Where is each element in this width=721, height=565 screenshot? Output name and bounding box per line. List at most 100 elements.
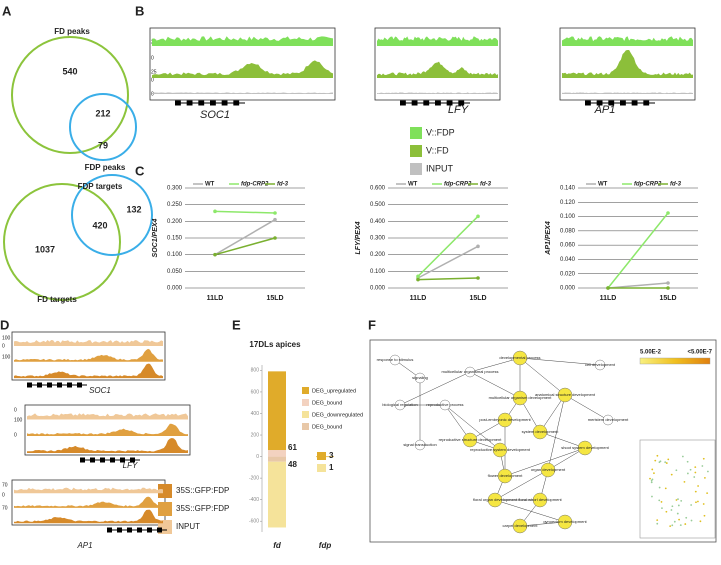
y-tick-label: 0.060 bbox=[560, 243, 576, 249]
inset-node bbox=[670, 509, 673, 511]
inset-node bbox=[683, 480, 686, 483]
venn-count: 212 bbox=[95, 108, 110, 118]
value-label: 61 bbox=[288, 443, 297, 452]
coverage-track bbox=[14, 363, 163, 379]
track-label: 0 bbox=[151, 55, 154, 61]
inset-node bbox=[651, 495, 653, 498]
y-tick-label: 0.080 bbox=[560, 228, 576, 234]
network-edge bbox=[519, 521, 566, 527]
network-edge bbox=[564, 394, 609, 421]
inset-node bbox=[697, 500, 699, 503]
track-label: 70 bbox=[2, 505, 8, 511]
color-scale bbox=[639, 357, 711, 365]
node-label: system development bbox=[522, 429, 560, 434]
exon bbox=[110, 457, 115, 463]
legend-label: WT bbox=[408, 182, 418, 188]
bar-segment bbox=[268, 371, 286, 451]
y-tick-label: 0.100 bbox=[560, 214, 576, 220]
track-label: 0 bbox=[151, 91, 154, 97]
point bbox=[476, 276, 480, 280]
legend-swatch bbox=[158, 484, 172, 498]
y-tick-label: -600 bbox=[249, 519, 259, 525]
network-node bbox=[389, 354, 401, 366]
node-label: anatomical structure development bbox=[535, 392, 596, 397]
network-node bbox=[577, 440, 593, 456]
venn-count: 132 bbox=[126, 204, 141, 214]
legend-label: fd-3 bbox=[670, 182, 682, 188]
inset-node bbox=[681, 455, 684, 458]
legend-swatch bbox=[302, 387, 309, 394]
legend-label: DEG_downregulated bbox=[312, 412, 363, 418]
y-axis-label: SOC1/PEX4 bbox=[152, 218, 159, 257]
value-label: 48 bbox=[288, 460, 297, 469]
series-line bbox=[417, 245, 479, 279]
network-node bbox=[532, 424, 548, 440]
coverage-track bbox=[562, 50, 693, 78]
coverage-track bbox=[377, 61, 498, 78]
legend-swatch bbox=[158, 502, 172, 516]
y-tick-label: 0.000 bbox=[167, 286, 183, 292]
coverage-track bbox=[14, 496, 163, 508]
series-line bbox=[214, 210, 276, 214]
exon bbox=[120, 457, 125, 463]
point bbox=[273, 211, 277, 215]
inset-node bbox=[701, 465, 704, 467]
exon bbox=[127, 527, 132, 533]
network-node bbox=[414, 372, 426, 384]
network-node bbox=[487, 492, 503, 508]
x-tick-label: fdp bbox=[319, 541, 332, 550]
track-label: 25 bbox=[151, 69, 157, 75]
gene-label: AP1 bbox=[76, 541, 92, 550]
panel-label: E bbox=[232, 317, 241, 332]
exon bbox=[175, 100, 181, 106]
inset-node bbox=[707, 470, 709, 473]
exon bbox=[233, 100, 240, 106]
node-label: carpel development bbox=[503, 523, 539, 528]
y-tick-label: 0.500 bbox=[370, 202, 386, 208]
y-tick-label: 0.000 bbox=[370, 286, 386, 292]
track-frame bbox=[11, 331, 166, 381]
node-label: reproductive structure development bbox=[439, 437, 503, 442]
network-edge bbox=[399, 371, 471, 406]
network-edge bbox=[504, 447, 586, 477]
track-label: 100 bbox=[14, 417, 23, 423]
inset-node bbox=[706, 492, 709, 495]
x-tick-label: fd bbox=[273, 541, 282, 550]
inset-node bbox=[650, 481, 653, 484]
y-tick-label: 0 bbox=[256, 454, 259, 460]
point bbox=[476, 214, 480, 219]
node-label: multicellular organism development bbox=[489, 395, 553, 400]
network-node bbox=[512, 350, 528, 366]
legend-label: INPUT bbox=[426, 163, 454, 173]
exon bbox=[137, 527, 142, 533]
node-label: developmental process bbox=[499, 355, 540, 360]
node-label: organ development bbox=[531, 467, 566, 472]
coverage-track bbox=[27, 413, 188, 420]
y-tick-label: 0.150 bbox=[167, 236, 183, 242]
inset-node bbox=[673, 520, 676, 523]
inset-node bbox=[675, 469, 678, 472]
network-edge bbox=[519, 357, 566, 396]
inset-node bbox=[679, 524, 682, 527]
exon bbox=[80, 457, 85, 463]
y-tick-label: 0.200 bbox=[370, 252, 386, 258]
legend-label: <5.00E-7 bbox=[687, 350, 712, 356]
track-label: 0 bbox=[151, 77, 154, 83]
inset-node bbox=[664, 487, 667, 490]
inset-node bbox=[659, 460, 662, 463]
inset-node bbox=[703, 514, 706, 517]
inset-node bbox=[667, 458, 670, 461]
panel-label: C bbox=[135, 163, 145, 178]
exon bbox=[458, 100, 465, 106]
node-label: gynoecium development bbox=[543, 519, 587, 524]
track-label: 0 bbox=[14, 432, 17, 438]
series-line bbox=[417, 277, 479, 281]
y-tick-label: 0.400 bbox=[370, 219, 386, 225]
network-node bbox=[497, 412, 513, 428]
network-edge bbox=[539, 394, 566, 433]
network-node bbox=[512, 390, 528, 406]
gene-label: LFY bbox=[448, 104, 469, 116]
legend-swatch bbox=[302, 399, 309, 406]
inset-node bbox=[651, 478, 654, 481]
venn-circle bbox=[3, 183, 121, 301]
